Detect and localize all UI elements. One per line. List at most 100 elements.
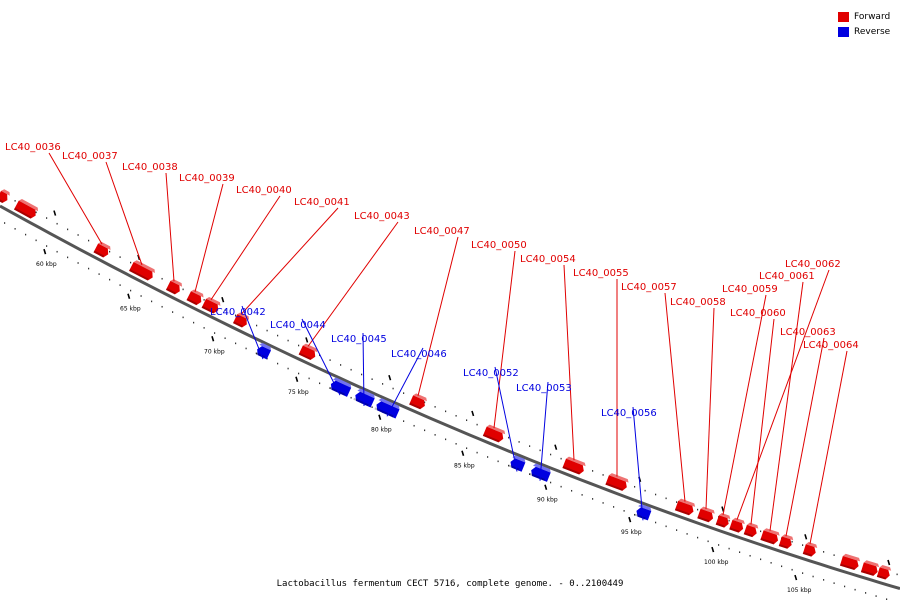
minor-tick-lower xyxy=(350,396,352,399)
gene-top-face xyxy=(533,463,551,473)
gene-leader-line xyxy=(664,292,686,502)
minor-tick-lower xyxy=(4,222,6,224)
minor-tick-lower xyxy=(697,536,699,539)
minor-tick-lower xyxy=(329,387,331,389)
minor-tick-lower xyxy=(812,575,814,578)
minor-tick-upper xyxy=(518,441,520,443)
minor-tick-upper xyxy=(298,344,300,347)
gene-label: LC40_0039 xyxy=(179,173,235,184)
gene-top-face xyxy=(732,517,745,525)
gene-top-face xyxy=(842,553,861,562)
minor-tick-upper xyxy=(550,453,552,456)
gene-body xyxy=(409,395,425,410)
minor-tick-lower xyxy=(634,513,636,516)
gene-label: LC40_0047 xyxy=(414,226,470,237)
axis-tick-label: 90 kbp xyxy=(537,497,558,504)
gene-shadow xyxy=(374,407,394,418)
minor-tick-lower xyxy=(844,585,846,588)
gene-unlabeled xyxy=(860,560,880,576)
gene-label: LC40_0046 xyxy=(391,349,447,360)
gene-leader-line xyxy=(241,305,264,360)
axis-tick-label: 85 kbp xyxy=(454,463,475,470)
major-tick xyxy=(127,293,131,299)
gene-label: LC40_0064 xyxy=(803,340,859,351)
gene-leader-line xyxy=(362,332,365,407)
gene-top-face xyxy=(332,377,352,388)
gene-leader-line xyxy=(632,406,644,521)
minor-tick-lower xyxy=(56,250,58,253)
minor-tick-upper xyxy=(676,501,678,503)
gene-top-face xyxy=(413,393,427,402)
gene-top-face xyxy=(259,342,272,351)
gene-lc40-0040 xyxy=(201,296,221,314)
gene-label: LC40_0063 xyxy=(780,327,836,338)
minor-tick-upper xyxy=(382,383,384,385)
gene-body xyxy=(697,508,714,523)
minor-tick-lower xyxy=(781,565,783,568)
major-tick xyxy=(295,376,299,382)
gene-label: LC40_0042 xyxy=(210,307,266,318)
gene-shadow xyxy=(0,197,4,204)
major-tick xyxy=(628,516,632,523)
minor-tick-upper xyxy=(896,573,898,576)
gene-top-face xyxy=(746,522,759,529)
minor-tick-lower xyxy=(497,460,499,463)
minor-tick-upper xyxy=(161,277,163,280)
gene-body xyxy=(876,567,890,580)
gene-top-face xyxy=(206,296,221,306)
gene-top-face xyxy=(1,189,10,196)
minor-tick-lower xyxy=(308,377,310,380)
gene-lc40-0064 xyxy=(802,542,818,557)
gene-leader-line xyxy=(307,221,399,347)
gene-body xyxy=(355,391,375,408)
minor-tick-upper xyxy=(14,200,16,202)
gene-top-face xyxy=(357,388,375,399)
minor-tick-lower xyxy=(277,362,279,365)
minor-tick-upper xyxy=(476,423,478,426)
gene-label: LC40_0057 xyxy=(621,282,677,293)
gene-leader-line xyxy=(809,350,848,544)
minor-tick-upper xyxy=(46,217,48,219)
major-tick-upper xyxy=(887,559,891,566)
gene-shadow xyxy=(232,321,243,328)
minor-tick-lower xyxy=(98,273,100,275)
minor-tick-upper xyxy=(665,497,667,500)
gene-body xyxy=(729,519,744,533)
gene-shadow xyxy=(328,386,346,396)
gene-lc40-0039 xyxy=(186,289,204,306)
gene-lc40-0059 xyxy=(715,513,731,528)
gene-top-face xyxy=(133,260,155,274)
minor-tick-lower xyxy=(707,540,709,543)
gene-body xyxy=(257,346,272,360)
gene-shadow xyxy=(482,434,500,443)
gene-label: LC40_0055 xyxy=(573,268,629,279)
minor-tick-upper xyxy=(109,250,111,253)
minor-tick-upper xyxy=(256,324,258,327)
minor-tick-upper xyxy=(277,334,279,337)
gene-body xyxy=(778,536,792,549)
gene-shadow xyxy=(13,207,32,219)
gene-body xyxy=(510,458,526,472)
gene-shadow xyxy=(353,397,369,407)
gene-leader-line xyxy=(563,264,575,461)
minor-tick-upper xyxy=(329,359,331,361)
minor-tick-lower xyxy=(287,367,289,370)
major-tick xyxy=(794,574,798,581)
minor-tick-upper xyxy=(361,373,363,376)
gene-leader-line xyxy=(105,161,143,266)
minor-tick-lower xyxy=(298,372,300,375)
gene-top-face xyxy=(863,560,880,568)
gene-lc40-0054 xyxy=(562,456,586,475)
minor-tick-lower xyxy=(886,598,888,600)
minor-tick-upper xyxy=(35,211,37,214)
gene-lc40-0045 xyxy=(353,388,375,408)
minor-tick-upper xyxy=(802,544,804,546)
minor-tick-upper xyxy=(88,239,90,242)
minor-tick-upper xyxy=(266,329,268,332)
gene-lc40-0044 xyxy=(328,377,352,397)
minor-tick-upper xyxy=(760,530,762,533)
gene-top-face xyxy=(190,289,204,298)
minor-tick-upper xyxy=(287,339,289,342)
minor-tick-upper xyxy=(371,378,373,380)
